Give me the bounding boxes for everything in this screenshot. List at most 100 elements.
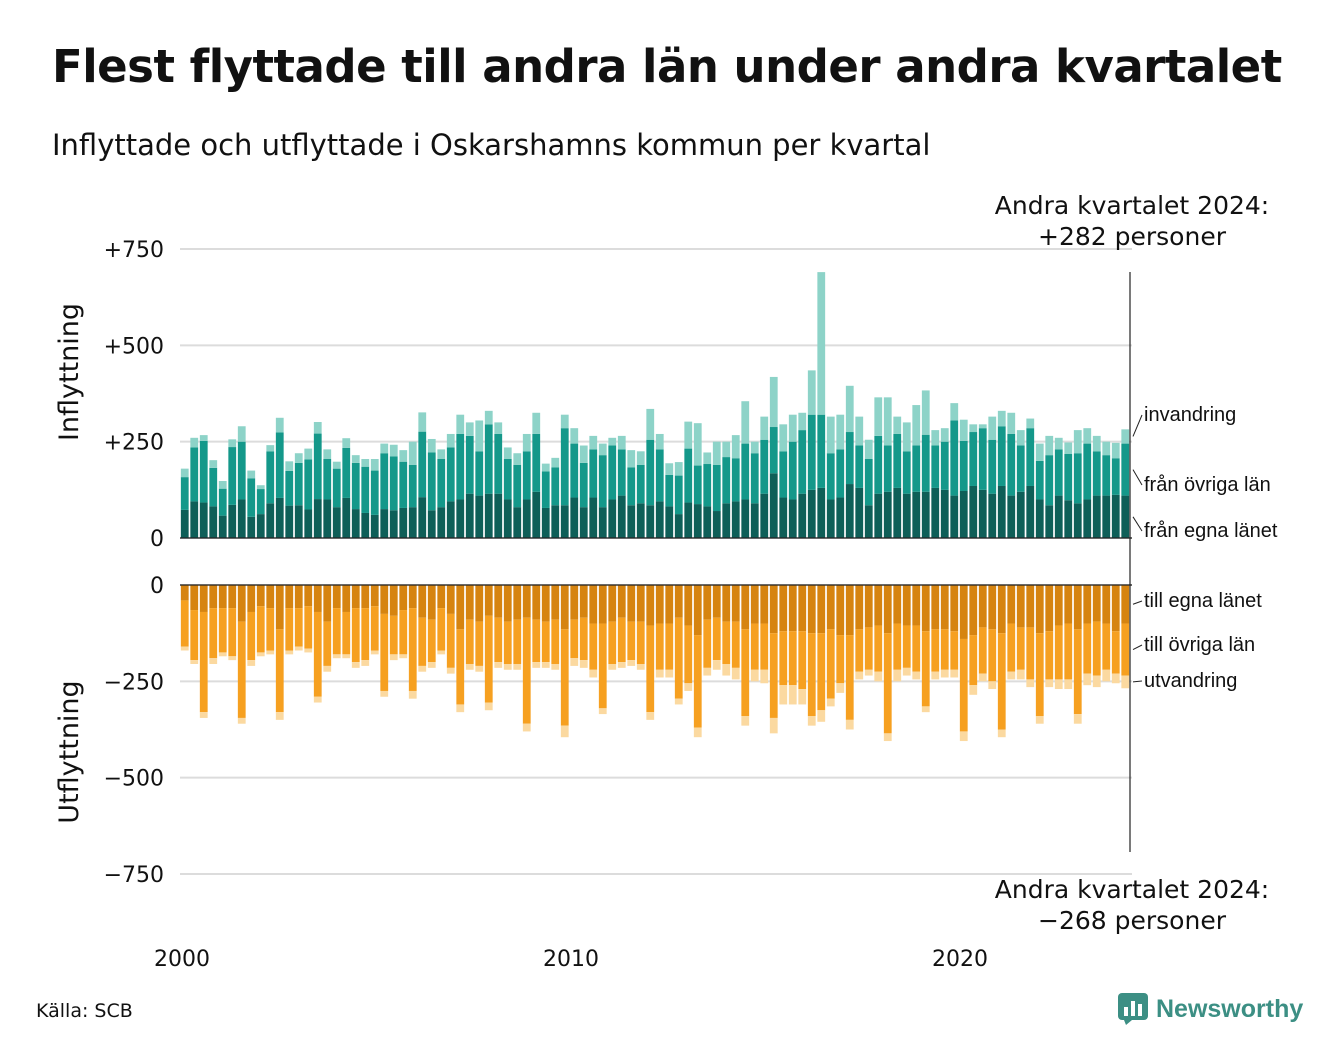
outflow-bars <box>180 584 1132 742</box>
bar-outflow-2 <box>978 627 987 674</box>
bar-outflow-2 <box>513 619 522 664</box>
bar-outflow-1 <box>617 585 626 618</box>
bar-inflow-3 <box>883 397 892 446</box>
bar-inflow-2 <box>408 464 417 508</box>
bar-inflow-2 <box>665 474 674 507</box>
bar-inflow-2 <box>361 466 370 513</box>
bar-outflow-2 <box>313 611 322 697</box>
bar-inflow-3 <box>864 439 873 460</box>
bar-inflow-2 <box>218 488 227 516</box>
bar-inflow-1 <box>655 501 664 538</box>
bar-outflow-2 <box>190 610 199 661</box>
bar-inflow-2 <box>712 464 721 512</box>
bar-outflow-1 <box>446 585 455 614</box>
bar-outflow-3 <box>541 662 550 668</box>
bar-inflow-2 <box>313 433 322 500</box>
bar-outflow-3 <box>1054 679 1063 690</box>
bar-inflow-3 <box>950 403 959 421</box>
bar-inflow-3 <box>332 461 341 469</box>
bar-outflow-3 <box>912 671 921 680</box>
bar-outflow-3 <box>589 669 598 678</box>
bar-inflow-1 <box>969 485 978 538</box>
bar-outflow-1 <box>380 585 389 614</box>
bar-outflow-3 <box>655 669 664 678</box>
bar-outflow-3 <box>1016 669 1025 680</box>
bar-outflow-2 <box>399 610 408 655</box>
bar-inflow-1 <box>484 493 493 538</box>
bar-inflow-3 <box>579 445 588 463</box>
bar-inflow-1 <box>418 497 427 538</box>
bar-inflow-2 <box>912 445 921 492</box>
bar-inflow-1 <box>532 491 541 538</box>
bar-inflow-1 <box>845 484 854 538</box>
bar-inflow-3 <box>1045 435 1054 456</box>
bar-inflow-2 <box>978 428 987 490</box>
bar-inflow-3 <box>427 438 436 453</box>
bar-inflow-2 <box>294 462 303 506</box>
bar-outflow-3 <box>874 671 883 682</box>
bar-outflow-2 <box>807 633 816 717</box>
bar-inflow-2 <box>845 432 854 485</box>
bar-outflow-1 <box>285 585 294 609</box>
bar-outflow-1 <box>712 585 721 618</box>
bar-outflow-1 <box>304 585 313 607</box>
bar-outflow-2 <box>959 638 968 732</box>
bar-outflow-1 <box>1092 585 1101 622</box>
bar-outflow-1 <box>807 585 816 634</box>
bar-outflow-1 <box>1111 585 1120 632</box>
bar-inflow-2 <box>351 462 360 510</box>
bar-outflow-1 <box>342 585 351 612</box>
bar-inflow-2 <box>779 451 788 498</box>
bar-outflow-2 <box>741 629 750 717</box>
bar-inflow-1 <box>218 515 227 538</box>
bar-inflow-2 <box>266 451 275 504</box>
bar-outflow-1 <box>1026 585 1035 628</box>
bar-outflow-3 <box>931 671 940 680</box>
bar-inflow-3 <box>180 468 189 478</box>
bar-inflow-3 <box>978 424 987 429</box>
bar-outflow-3 <box>950 669 959 678</box>
bar-outflow-2 <box>836 635 845 684</box>
bar-inflow-1 <box>940 489 949 538</box>
bar-inflow-3 <box>522 433 531 452</box>
bar-inflow-3 <box>361 459 370 467</box>
bar-outflow-2 <box>1083 623 1092 674</box>
bar-inflow-1 <box>636 503 645 538</box>
bar-inflow-2 <box>180 477 189 510</box>
ylabel-top: Inflyttning <box>54 303 85 441</box>
bar-inflow-3 <box>760 416 769 440</box>
bar-outflow-3 <box>845 719 854 730</box>
bar-outflow-1 <box>769 585 778 634</box>
bar-outflow-2 <box>1064 623 1073 680</box>
bar-outflow-2 <box>684 625 693 684</box>
bar-inflow-3 <box>855 416 864 446</box>
bar-inflow-3 <box>237 426 246 442</box>
bar-outflow-3 <box>323 665 332 672</box>
bar-outflow-2 <box>570 619 579 659</box>
bar-outflow-2 <box>855 629 864 672</box>
bar-inflow-1 <box>1026 485 1035 538</box>
bar-inflow-3 <box>674 462 683 476</box>
bar-inflow-2 <box>522 451 531 500</box>
bar-inflow-2 <box>646 439 655 506</box>
bar-outflow-2 <box>332 608 341 655</box>
bar-inflow-1 <box>826 499 835 538</box>
bar-outflow-3 <box>389 654 398 661</box>
bar-outflow-3 <box>313 696 322 703</box>
bar-inflow-1 <box>608 499 617 538</box>
bar-inflow-1 <box>997 485 1006 538</box>
bar-inflow-1 <box>579 507 588 538</box>
bar-inflow-3 <box>1026 418 1035 429</box>
bar-inflow-1 <box>541 507 550 538</box>
bar-inflow-2 <box>1045 455 1054 506</box>
bar-outflow-2 <box>1121 623 1130 676</box>
bar-outflow-1 <box>817 585 826 634</box>
series-leader-inflow <box>1132 469 1143 486</box>
bar-outflow-1 <box>598 585 607 624</box>
bar-outflow-3 <box>484 702 493 711</box>
bar-inflow-3 <box>798 412 807 431</box>
bar-outflow-1 <box>351 585 360 609</box>
bar-outflow-2 <box>760 623 769 670</box>
bar-inflow-1 <box>551 505 560 538</box>
bar-inflow-3 <box>408 441 417 465</box>
